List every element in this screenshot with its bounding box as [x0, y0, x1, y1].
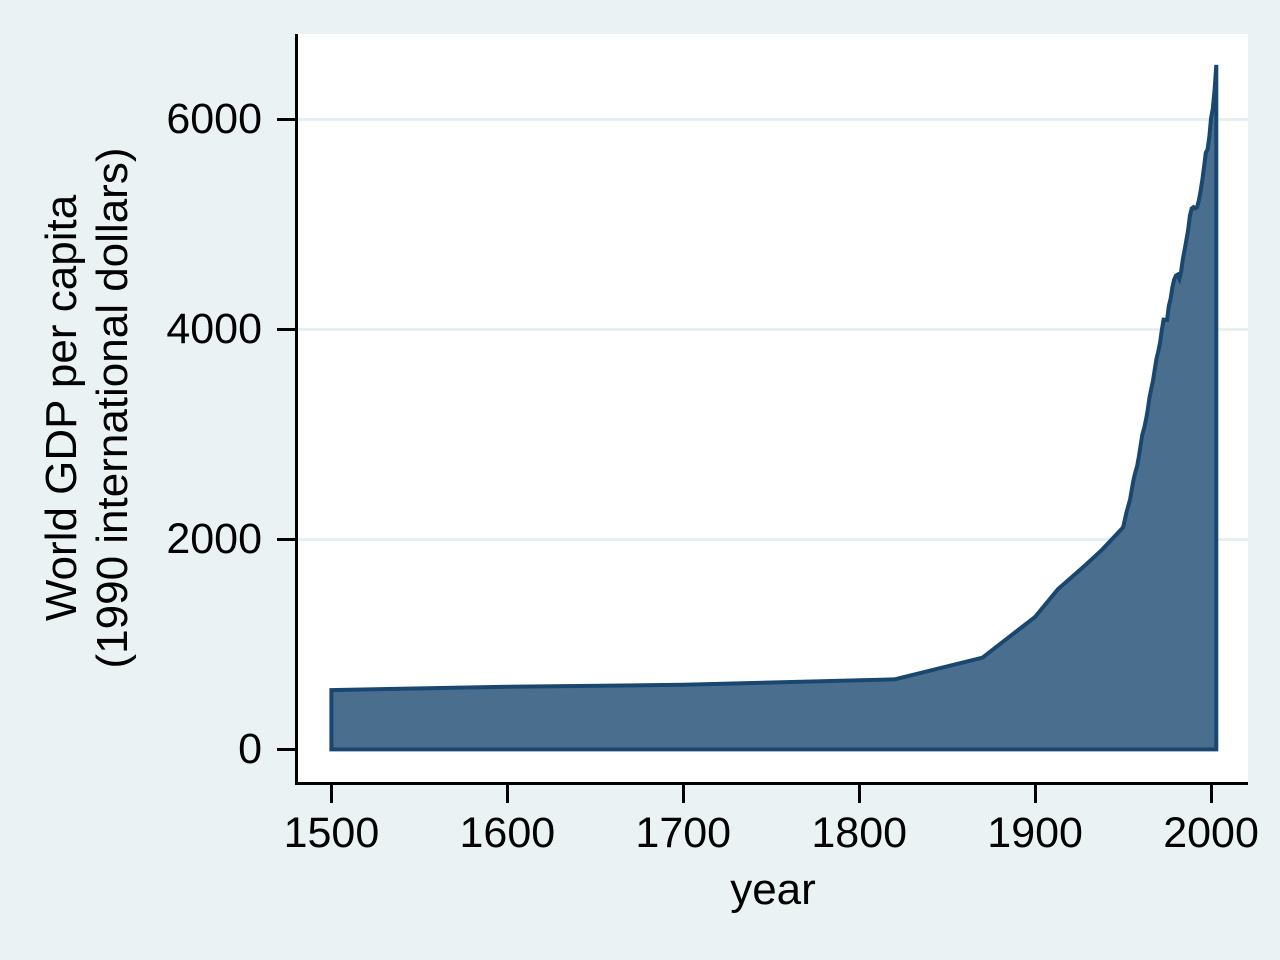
x-axis-title: year: [730, 865, 816, 914]
y-axis-title-line2: (1990 international dollars): [88, 147, 137, 669]
y-axis-title-line1: World GDP per capita: [37, 194, 86, 622]
area-series-world-gdp: [329, 64, 1219, 752]
area-series-svg: [329, 64, 1219, 752]
y-tick-label-6000: 6000: [166, 94, 262, 143]
y-tick-4000: [277, 327, 298, 331]
gridline-2000: [298, 537, 1248, 541]
x-tick-2000: [1209, 783, 1213, 803]
gridline-6000: [298, 117, 1248, 121]
gridline-4000: [298, 327, 1248, 331]
x-tick-label-1700: 1700: [635, 809, 732, 857]
x-tick-label-1900: 1900: [987, 809, 1083, 857]
y-tick-label-0: 0: [238, 724, 262, 773]
x-tick-label-2000: 2000: [1163, 809, 1259, 857]
y-tick-label-2000: 2000: [166, 514, 262, 563]
plot-area: [298, 34, 1248, 782]
x-tick-1900: [1033, 783, 1037, 803]
x-tick-label-1600: 1600: [459, 809, 556, 857]
x-tick-1500: [329, 783, 333, 803]
y-tick-0: [277, 747, 298, 751]
x-tick-1800: [857, 783, 861, 803]
y-tick-6000: [277, 117, 298, 121]
y-axis-title: World GDP per capita (1990 international…: [36, 98, 138, 718]
y-tick-2000: [277, 537, 298, 541]
x-tick-1700: [681, 783, 685, 803]
x-axis-line: [295, 782, 1248, 785]
y-tick-label-4000: 4000: [166, 304, 262, 353]
x-tick-label-1500: 1500: [283, 809, 380, 857]
y-axis-line: [295, 34, 298, 785]
x-tick-label-1800: 1800: [811, 809, 908, 857]
x-tick-1600: [505, 783, 509, 803]
